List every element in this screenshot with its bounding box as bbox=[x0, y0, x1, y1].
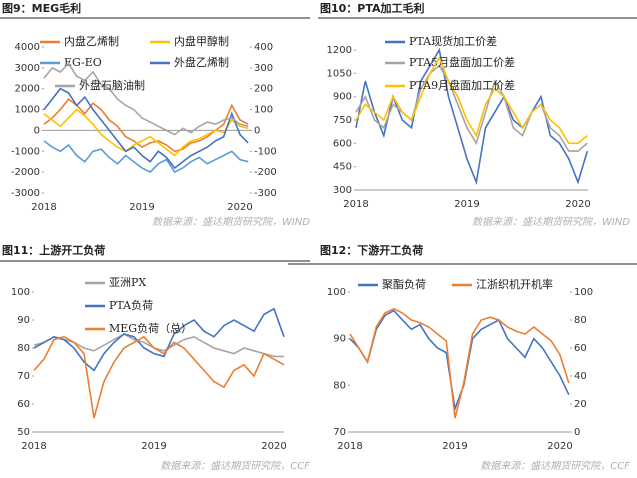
y2-tick-label: 60 bbox=[574, 343, 587, 354]
y-tick-label: 3000 bbox=[15, 63, 40, 74]
y-tick-label: -2000 bbox=[11, 167, 40, 178]
series-line bbox=[355, 64, 588, 152]
y2-tick-label: -100 bbox=[254, 146, 277, 157]
series-line bbox=[33, 307, 285, 372]
series-line bbox=[43, 62, 249, 136]
series-line bbox=[43, 140, 249, 174]
y-tick-label: 80 bbox=[17, 343, 30, 354]
y2-tick-label: 0 bbox=[574, 427, 580, 438]
y2-tick-label: -200 bbox=[254, 167, 277, 178]
legend-label: 外盘乙烯制 bbox=[174, 55, 229, 69]
source-note: 数据来源：盛达期货研究院，CCF bbox=[480, 460, 630, 472]
y-tick-label: 450 bbox=[333, 162, 352, 173]
y-tick-label: -1000 bbox=[11, 146, 40, 157]
x-tick-label: 2018 bbox=[337, 441, 362, 452]
y-tick-label: 1000 bbox=[15, 105, 40, 116]
y-tick-label: -3000 bbox=[11, 188, 40, 199]
y-tick-label: 80 bbox=[333, 380, 346, 391]
x-tick-label: 2020 bbox=[565, 199, 590, 210]
y2-tick-label: 80 bbox=[574, 315, 587, 326]
x-tick-label: 2019 bbox=[129, 202, 154, 213]
y2-tick-label: 200 bbox=[254, 84, 273, 95]
chart-title: 图12：下游开工负荷 bbox=[320, 243, 423, 257]
y-tick-label: 1050 bbox=[327, 68, 352, 79]
series-line bbox=[33, 335, 285, 419]
series-line bbox=[349, 309, 570, 412]
x-tick-label: 2019 bbox=[454, 199, 479, 210]
y-tick-label: 50 bbox=[17, 427, 30, 438]
legend-label: 聚酯负荷 bbox=[382, 277, 426, 291]
source-note: 数据来源：盛达期货研究院，WIND bbox=[472, 216, 630, 228]
chart-title: 图11：上游开工负荷 bbox=[2, 243, 105, 257]
y-tick-label: 4000 bbox=[15, 42, 40, 53]
y2-tick-label: 400 bbox=[254, 42, 273, 53]
y2-tick-label: 0 bbox=[254, 125, 260, 136]
y-tick-label: 600 bbox=[333, 138, 352, 149]
y-tick-label: 0 bbox=[34, 125, 40, 136]
series-line bbox=[349, 307, 570, 419]
y-tick-label: 100 bbox=[11, 287, 30, 298]
y-tick-label: 900 bbox=[333, 92, 352, 103]
y2-tick-label: -300 bbox=[254, 188, 277, 199]
series-line bbox=[43, 97, 249, 153]
y2-tick-label: 20 bbox=[574, 399, 587, 410]
legend-label: 外盘石脑油制 bbox=[79, 78, 145, 92]
x-tick-label: 2018 bbox=[21, 441, 46, 452]
y-tick-label: 750 bbox=[333, 115, 352, 126]
source-note: 数据来源：盛达期货研究院，CCF bbox=[160, 460, 310, 472]
legend-label: 内盘甲醇制 bbox=[174, 34, 229, 48]
y-tick-label: 2000 bbox=[15, 84, 40, 95]
y-tick-label: 1200 bbox=[327, 45, 352, 56]
x-tick-label: 2020 bbox=[227, 202, 252, 213]
legend-label: 亚洲PX bbox=[109, 276, 146, 289]
legend-label: 江浙织机开机率 bbox=[476, 277, 553, 291]
source-note: 数据来源：盛达期货研究院，WIND bbox=[152, 216, 310, 228]
x-tick-label: 2018 bbox=[31, 202, 56, 213]
y-tick-label: 70 bbox=[333, 427, 346, 438]
y-tick-label: 90 bbox=[17, 315, 30, 326]
legend-label: EG-EO bbox=[64, 56, 102, 69]
series-line bbox=[355, 55, 588, 145]
y-tick-label: 70 bbox=[17, 371, 30, 382]
y-tick-label: 90 bbox=[333, 334, 346, 345]
legend-label: PTA现货加工价差 bbox=[409, 34, 497, 48]
y-tick-label: 300 bbox=[333, 185, 352, 196]
y2-tick-label: 100 bbox=[254, 105, 273, 116]
y2-tick-label: 40 bbox=[574, 371, 587, 382]
series-line bbox=[43, 87, 249, 170]
x-tick-label: 2020 bbox=[547, 441, 572, 452]
y2-tick-label: 300 bbox=[254, 63, 273, 74]
y-tick-label: 100 bbox=[327, 287, 346, 298]
series-line bbox=[43, 108, 249, 157]
y2-tick-label: 100 bbox=[574, 287, 593, 298]
legend-label: PTA负荷 bbox=[109, 298, 153, 312]
series-line bbox=[355, 47, 589, 186]
x-tick-label: 2020 bbox=[261, 441, 286, 452]
chart-title: 图10：PTA加工毛利 bbox=[320, 1, 425, 15]
x-tick-label: 2019 bbox=[141, 441, 166, 452]
legend-label: PTA9月盘面加工价差 bbox=[409, 78, 515, 92]
chart-title: 图9：MEG毛利 bbox=[2, 1, 81, 15]
y-tick-label: 60 bbox=[17, 399, 30, 410]
legend-label: 内盘乙烯制 bbox=[64, 34, 119, 48]
x-tick-label: 2019 bbox=[442, 441, 467, 452]
x-tick-label: 2018 bbox=[343, 199, 368, 210]
legend-label: PTA5月盘面加工价差 bbox=[409, 55, 515, 69]
legend-label: MEG负荷（总） bbox=[109, 321, 192, 335]
